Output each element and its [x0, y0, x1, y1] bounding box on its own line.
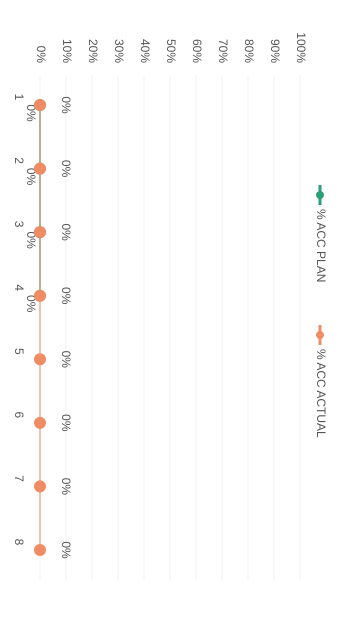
y-tick-label: 30% [112, 39, 126, 63]
data-label: 0% [59, 541, 73, 559]
y-tick-label: 50% [164, 39, 178, 63]
data-point [34, 289, 46, 302]
x-tick-label: 2 [12, 157, 26, 164]
data-label: 0% [24, 104, 38, 122]
data-label: 0% [59, 160, 73, 178]
data-label: 0% [24, 231, 38, 249]
y-tick-label: 20% [86, 39, 100, 63]
y-tick-label: 70% [216, 39, 230, 63]
y-tick-label: 80% [242, 39, 256, 63]
y-tick-label: 0% [34, 46, 48, 64]
data-point [34, 416, 46, 429]
data-label: 0% [24, 168, 38, 186]
x-tick-label: 3 [12, 221, 26, 228]
x-tick-label: 7 [12, 475, 26, 482]
x-tick-label: 1 [12, 94, 26, 101]
data-label: 0% [59, 351, 73, 369]
data-label: 0% [24, 295, 38, 313]
data-point [34, 544, 46, 556]
data-label: 0% [59, 287, 73, 305]
x-tick-label: 5 [12, 348, 26, 355]
legend-label: % ACC ACTUAL [314, 349, 328, 438]
y-tick-label: 10% [60, 39, 74, 63]
data-point [34, 480, 46, 493]
legend-marker [316, 331, 324, 339]
y-tick-label: 100% [294, 32, 308, 63]
x-tick-label: 8 [12, 539, 26, 546]
data-label: 0% [59, 414, 73, 432]
data-point [34, 226, 46, 239]
legend-marker [316, 191, 324, 199]
legend-label: % ACC PLAN [314, 209, 328, 282]
data-label: 0% [59, 96, 73, 114]
data-label: 0% [59, 223, 73, 241]
y-tick-label: 60% [190, 39, 204, 63]
data-point [34, 162, 46, 175]
y-tick-label: 40% [138, 39, 152, 63]
y-tick-label: 90% [268, 39, 282, 63]
data-label: 0% [59, 478, 73, 496]
data-point [34, 353, 46, 366]
rotated-chart: 0% 10% 20% 30% 40% 50% 60% 70% 80% 90% 100%1234567… [12, 32, 328, 580]
x-tick-label: 6 [12, 412, 26, 419]
x-tick-label: 4 [12, 284, 26, 291]
data-point [34, 99, 46, 111]
